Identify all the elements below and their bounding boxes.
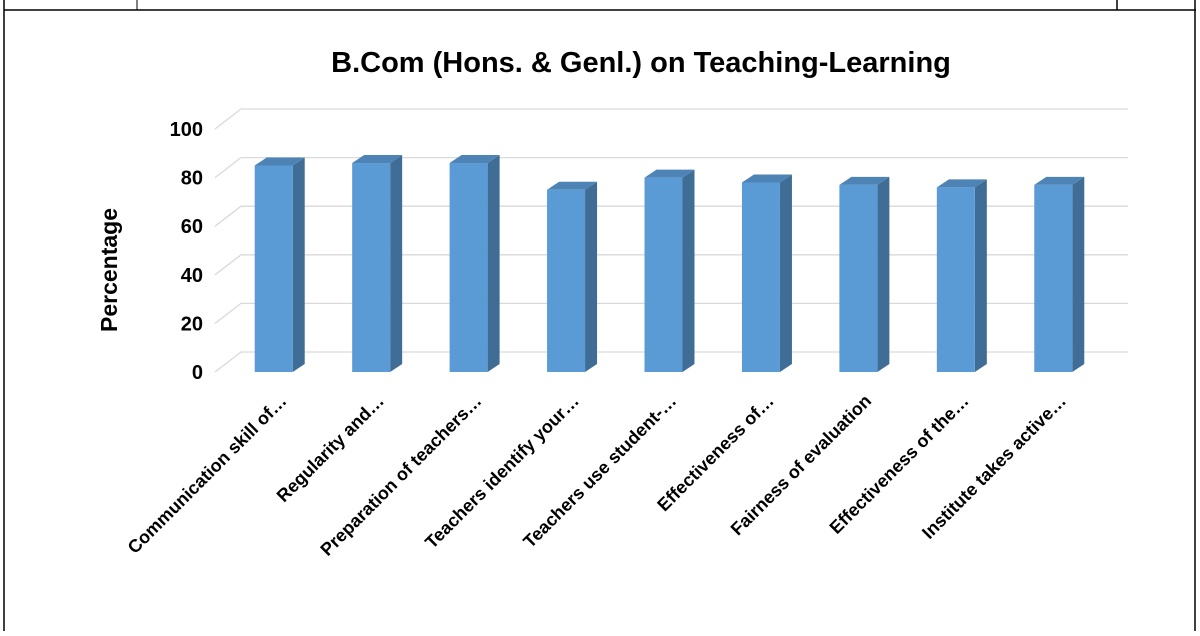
bar-top: [936, 179, 987, 188]
y-tick-label: 40: [181, 265, 203, 287]
x-tick-label: Preparation of teachers…: [316, 391, 485, 560]
grid-line: [214, 108, 1128, 130]
grid-line: [214, 156, 1128, 179]
y-tick-label: 20: [181, 313, 203, 335]
bar: [254, 165, 293, 372]
chart: B.Com (Hons. & Genl.) on Teaching-Learni…: [96, 47, 1128, 560]
y-tick-label: 100: [170, 119, 203, 141]
bar: [741, 182, 780, 372]
bar: [352, 163, 391, 372]
bar-top: [741, 174, 792, 183]
bar-side: [974, 179, 987, 372]
bar-top: [254, 157, 305, 166]
y-tick-label: 60: [181, 216, 203, 238]
bar: [449, 163, 488, 372]
bar: [644, 177, 683, 372]
y-tick-label: 0: [192, 362, 203, 384]
bar-side: [682, 169, 695, 372]
bar-top: [352, 155, 403, 164]
x-tick-label: Regularity and…: [273, 391, 388, 506]
y-tick-label: 80: [181, 168, 203, 190]
bar-side: [585, 181, 598, 372]
bar-side: [877, 176, 890, 372]
grid-line: [214, 254, 1128, 276]
grid-line: [214, 351, 1128, 373]
y-axis-label: Percentage: [96, 208, 122, 332]
x-tick-label: Teachers identify your…: [421, 391, 583, 553]
bar: [1034, 184, 1073, 372]
bar: [839, 184, 878, 372]
chart-title: B.Com (Hons. & Genl.) on Teaching-Learni…: [331, 47, 951, 79]
bar: [547, 189, 586, 372]
grid-line: [214, 302, 1128, 324]
bar: [936, 187, 975, 372]
bar-side: [779, 174, 792, 372]
bar-side: [292, 157, 305, 372]
grid-line: [214, 205, 1128, 227]
bar-top: [1034, 176, 1085, 185]
bar-top: [644, 169, 695, 178]
bar-side: [1072, 176, 1085, 372]
bar-side: [390, 155, 403, 372]
bar-top: [839, 176, 890, 185]
bar-top: [547, 181, 598, 190]
bar-top: [449, 155, 500, 164]
x-tick-label: Communication skill of…: [124, 391, 291, 558]
bar-side: [487, 155, 500, 372]
